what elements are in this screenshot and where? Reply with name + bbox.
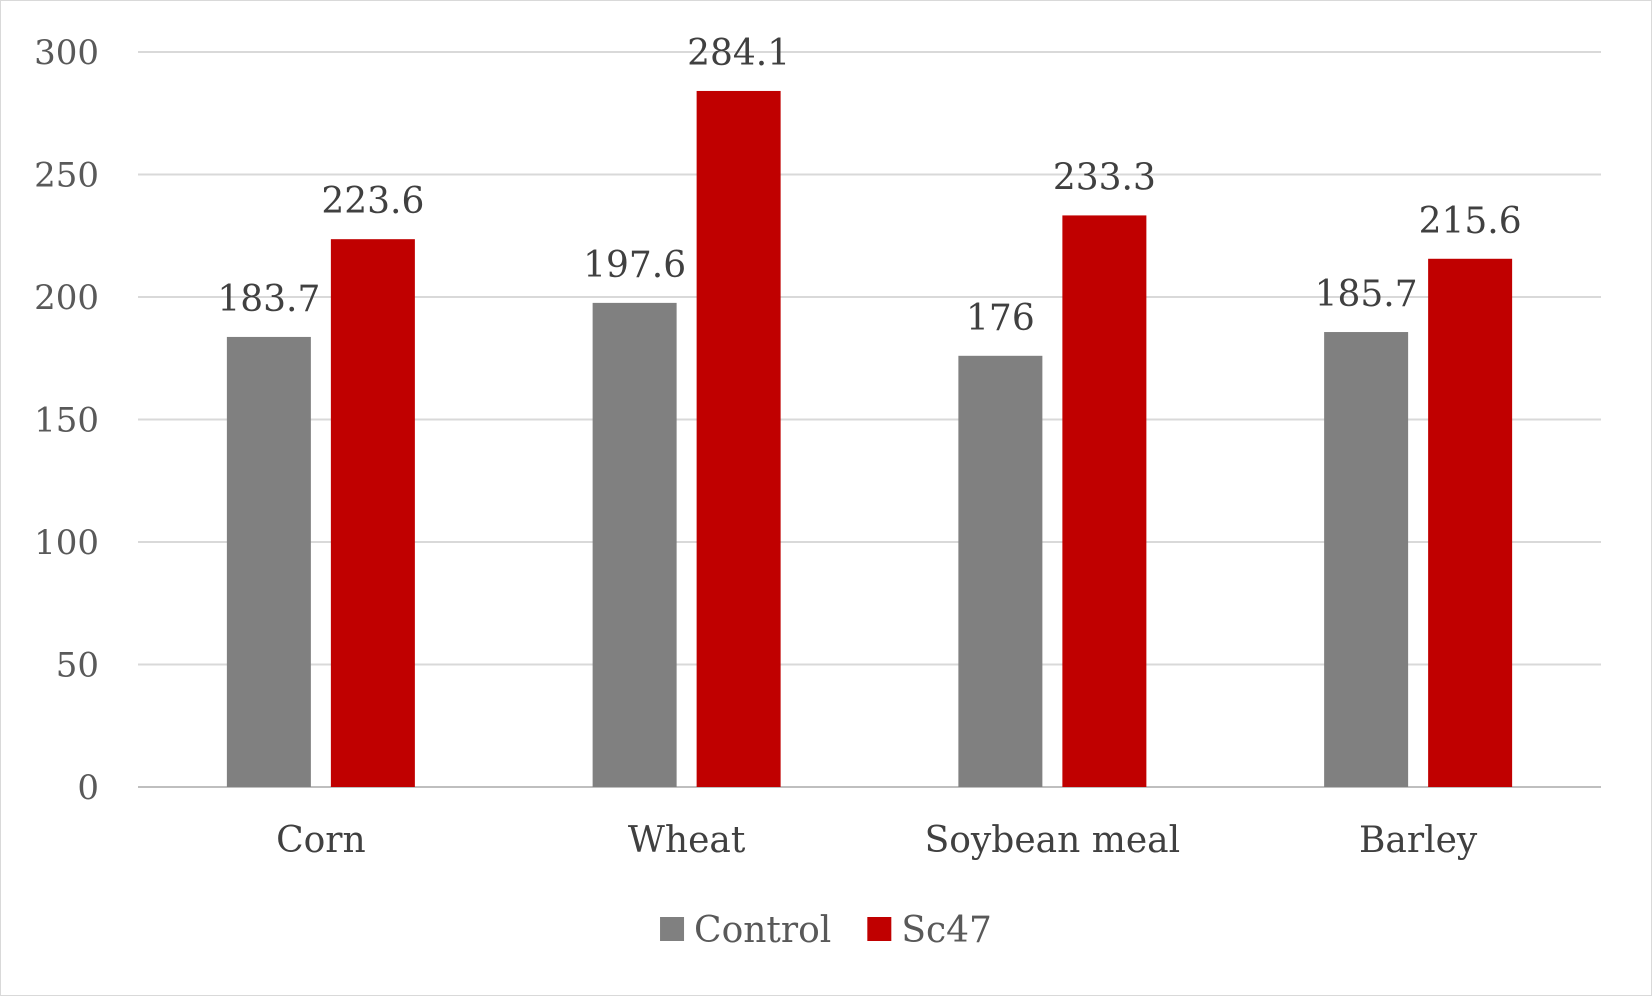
data-label: 284.1 (687, 33, 790, 74)
bars (226, 90, 1513, 788)
y-tick-label: 100 (34, 523, 99, 563)
data-label: 223.6 (321, 181, 424, 222)
y-tick-label: 300 (34, 33, 99, 73)
y-tick-label: 150 (34, 401, 99, 441)
x-tick-label: Corn (276, 820, 366, 861)
legend-swatch-sc47 (867, 917, 892, 941)
data-label: 233.3 (1053, 157, 1156, 198)
x-tick-label: Soybean meal (925, 820, 1181, 861)
x-tick-label: Barley (1359, 820, 1478, 861)
x-axis-categories: Corn Wheat Soybean meal Barley (276, 820, 1478, 861)
bar-control (226, 336, 311, 787)
legend-swatch-control (660, 917, 685, 941)
data-label: 176 (966, 298, 1035, 339)
bar-control (592, 302, 677, 787)
bar-sc47 (1428, 258, 1513, 787)
y-tick-label: 0 (77, 768, 99, 808)
x-tick-label: Wheat (628, 820, 746, 861)
y-tick-label: 250 (34, 156, 99, 196)
bar-sc47 (1062, 215, 1147, 788)
bar-sc47 (330, 239, 415, 787)
y-tick-label: 200 (34, 278, 99, 318)
y-axis-ticks: 0 50 100 150 200 250 300 (34, 33, 99, 808)
bar-sc47 (696, 90, 781, 787)
bar-control (958, 355, 1043, 787)
legend-label: Sc47 (901, 910, 992, 951)
data-label: 183.7 (217, 279, 320, 320)
legend: Control Sc47 (660, 910, 992, 951)
data-label: 215.6 (1419, 201, 1522, 242)
legend-label: Control (694, 910, 831, 951)
bar-control (1324, 332, 1409, 787)
data-label: 197.6 (583, 245, 686, 286)
data-label: 185.7 (1315, 274, 1418, 315)
y-tick-label: 50 (56, 646, 99, 686)
